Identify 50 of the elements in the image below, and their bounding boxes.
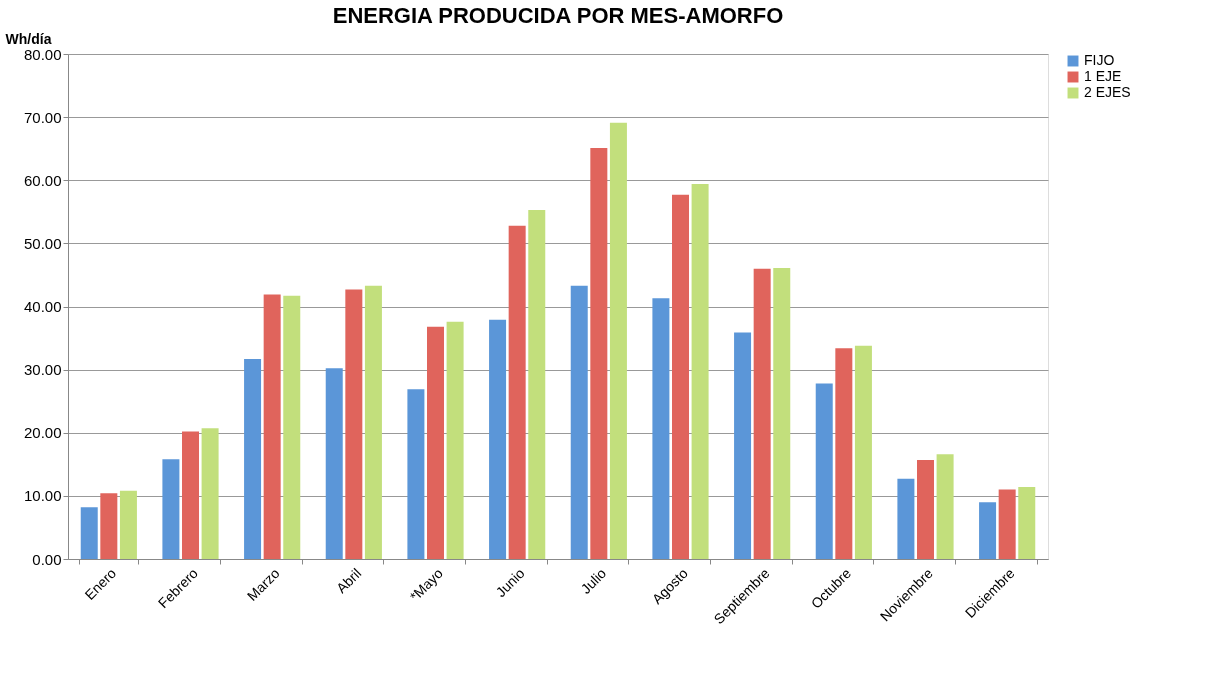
bar <box>446 321 464 559</box>
y-tick-label: 70.00 <box>23 108 62 126</box>
bar <box>854 345 872 559</box>
bar <box>917 459 934 559</box>
bar <box>283 295 301 559</box>
y-tick-label: 40.00 <box>23 298 62 315</box>
bar <box>652 298 670 559</box>
y-axis-title: Wh/día <box>5 30 52 47</box>
bar <box>998 489 1016 559</box>
bar <box>773 267 791 559</box>
bar <box>672 194 689 559</box>
bar <box>979 502 997 559</box>
bar <box>508 225 526 559</box>
bar <box>528 209 546 559</box>
bar <box>364 285 382 559</box>
bar <box>590 148 608 559</box>
bar <box>407 389 425 559</box>
bar <box>325 368 343 559</box>
bar <box>734 332 752 559</box>
legend-label: 1 EJE <box>1084 68 1122 84</box>
bar <box>244 358 262 559</box>
bar <box>119 490 137 559</box>
bar <box>263 294 281 559</box>
bar <box>1018 487 1036 559</box>
bar <box>162 459 180 559</box>
bar <box>609 122 627 559</box>
bar <box>691 184 709 559</box>
bar <box>182 431 199 559</box>
bar <box>201 428 219 559</box>
bar <box>815 383 833 559</box>
y-tick-label: 20.00 <box>23 424 62 442</box>
bar <box>897 478 915 559</box>
bar <box>570 285 588 559</box>
y-tick-label: 50.00 <box>23 234 62 252</box>
y-tick-label: 60.00 <box>23 171 62 189</box>
legend-label: FIJO <box>1084 52 1115 68</box>
chart-title: ENERGIA PRODUCIDA POR MES-AMORFO <box>332 3 784 28</box>
y-tick-label: 0.00 <box>32 550 62 568</box>
y-tick-label: 80.00 <box>23 45 62 63</box>
legend-label: 2 EJES <box>1084 84 1131 100</box>
bar <box>345 289 363 559</box>
bar <box>835 348 853 559</box>
bar <box>753 268 771 559</box>
y-tick-label: 30.00 <box>23 361 62 379</box>
bar <box>80 507 98 559</box>
bar <box>427 326 444 559</box>
bar <box>100 493 118 559</box>
y-tick-label: 10.00 <box>23 487 62 505</box>
bar <box>936 454 954 559</box>
bar <box>489 319 507 559</box>
